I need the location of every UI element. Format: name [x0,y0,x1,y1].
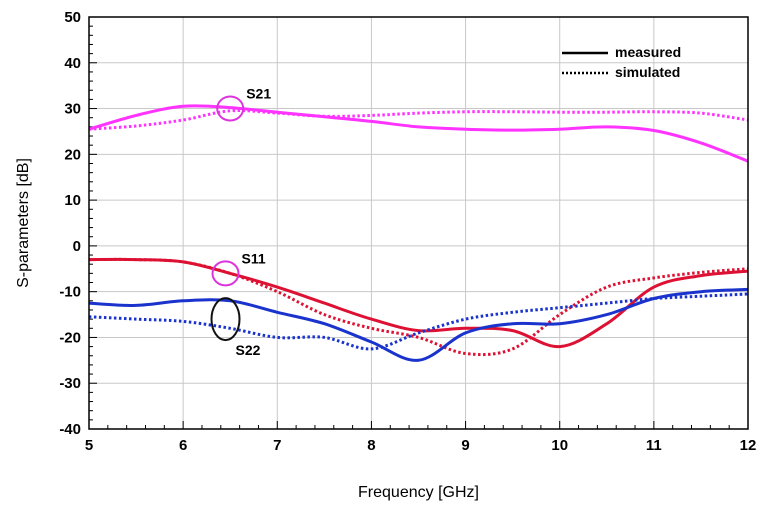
annotation-ellipse-s11 [211,260,240,287]
y-axis-title: S-parameters [dB] [15,158,32,288]
y-tick-label--40: -40 [59,421,81,438]
x-tick-label-8: 8 [367,437,375,454]
legend-label-simulated: simulated [615,64,680,80]
annotation-label-s21: S21 [246,86,271,102]
series-line-s22-simulated [88,292,749,351]
y-tick-label-30: 30 [64,101,81,118]
x-tick-label-11: 11 [646,437,662,454]
annotation-ellipse-s21 [216,95,245,122]
x-tick-labels: 5 6 7 8 9 10 11 12 [85,437,757,454]
y-tick-label-50: 50 [64,9,81,26]
x-tick-label-6: 6 [179,437,187,454]
x-tick-label-12: 12 [740,437,757,454]
y-tick-label--20: -20 [59,329,81,346]
annotation-ellipse-s22 [210,297,241,342]
plot-lines [88,104,749,362]
y-tick-label--10: -10 [59,284,81,301]
series-line-s22-measured [88,287,749,362]
y-tick-label-10: 10 [64,192,81,209]
plot-frame [88,16,749,430]
x-tick-label-9: 9 [461,437,469,454]
annotation-label-s22: S22 [236,342,261,358]
y-tick-label--30: -30 [59,375,81,392]
y-tick-label-40: 40 [64,55,81,72]
x-axis-title: Frequency [GHz] [358,484,479,501]
series-line-s11-measured [88,257,749,349]
series-line-s21-simulated [88,109,749,131]
y-tick-label-0: 0 [73,238,81,255]
x-tick-label-10: 10 [551,437,568,454]
y-tick-label-20: 20 [64,146,81,163]
x-tick-label-7: 7 [273,437,281,454]
annotation-label-s11: S11 [242,250,266,266]
legend: measured simulated [562,44,681,80]
series-line-s11-simulated [88,257,749,357]
annotations: S21 S11 S22 [210,86,271,358]
series-line-s21-measured [88,104,749,163]
y-tick-labels: -40 -30 -20 -10 0 10 20 30 40 50 [59,9,81,438]
x-tick-label-5: 5 [85,437,93,454]
legend-label-measured: measured [615,44,681,60]
